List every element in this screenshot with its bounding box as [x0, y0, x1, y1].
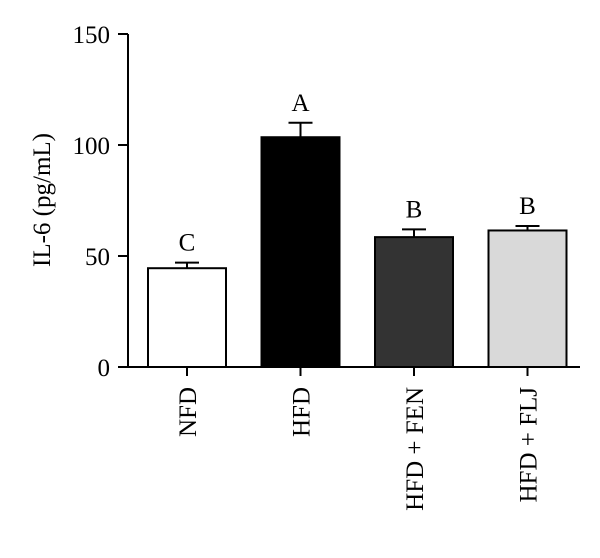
y-tick-label: 100 — [73, 133, 111, 160]
x-tick-label: HFD + FLJ — [516, 387, 543, 503]
y-axis-label: IL-6 (pg/mL) — [29, 133, 56, 267]
bar — [260, 136, 341, 368]
x-tick-label: HFD — [289, 387, 316, 437]
x-tick-label: HFD + FEN — [402, 387, 429, 511]
x-axis: NFD HFD HFD + FEN HFD + FLJ — [128, 366, 580, 511]
x-tick-label: NFD — [175, 387, 202, 437]
bar — [487, 229, 568, 368]
significance-label: B — [519, 193, 536, 220]
bar — [374, 236, 454, 368]
bars: C A B B — [147, 90, 568, 368]
significance-label: A — [291, 90, 309, 117]
y-tick-label: 50 — [85, 244, 110, 271]
bar — [147, 267, 227, 368]
y-tick-label: 0 — [98, 355, 111, 382]
y-axis: 0 50 100 150 — [73, 22, 129, 382]
y-tick-label: 150 — [73, 22, 111, 49]
significance-label: B — [406, 196, 423, 223]
significance-label: C — [179, 230, 196, 257]
